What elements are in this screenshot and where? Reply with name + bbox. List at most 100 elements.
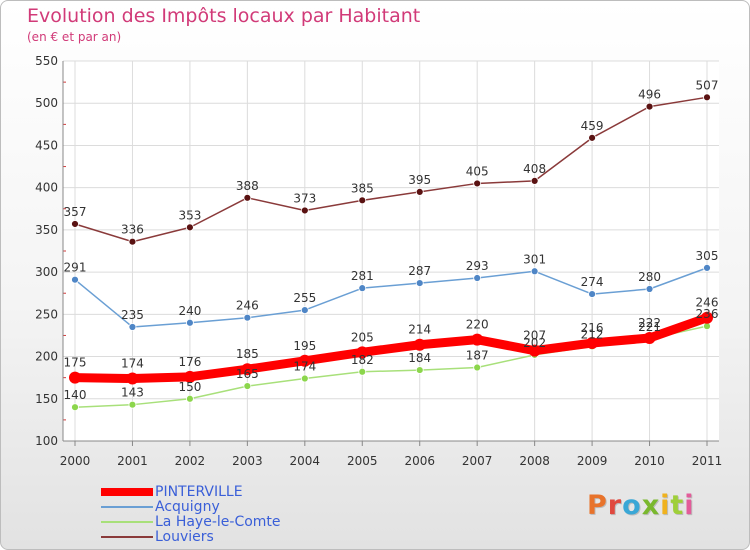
x-tick-label: 2001	[117, 454, 148, 468]
data-point	[126, 372, 139, 385]
data-label: 459	[581, 119, 604, 133]
data-point	[703, 93, 711, 102]
y-tick-label: 250	[35, 307, 58, 321]
y-tick-label: 100	[35, 434, 58, 448]
data-label: 373	[293, 191, 316, 205]
data-label: 293	[466, 259, 489, 273]
data-labels: 357 336 353 388 373 385 395 405 408 459 496 507 291 2…	[64, 78, 719, 402]
data-label: 195	[293, 339, 316, 353]
series-line-pinterville	[70, 313, 712, 384]
data-point	[300, 374, 309, 383]
data-point	[128, 400, 137, 409]
data-label: 246	[236, 299, 259, 313]
legend-label: La Haye-le-Comte	[155, 514, 281, 530]
data-point	[530, 267, 539, 276]
data-label: 176	[178, 355, 201, 369]
x-tick-label: 2005	[347, 454, 378, 468]
data-label: 182	[351, 353, 374, 367]
data-label: 220	[466, 318, 489, 332]
y-tick-label: 200	[35, 350, 58, 364]
data-label: 281	[351, 269, 374, 283]
x-tick-label: 2002	[175, 454, 206, 468]
x-tick-label: 2000	[60, 454, 91, 468]
y-tick-label: 150	[35, 392, 58, 406]
data-point	[588, 290, 596, 298]
x-tick-label: 2007	[462, 454, 493, 468]
x-tick-label: 2003	[232, 454, 263, 468]
data-label: 353	[178, 208, 201, 222]
logo-letter: o	[622, 490, 642, 521]
data-point	[415, 366, 424, 374]
data-label: 185	[236, 347, 259, 361]
data-label: 301	[523, 252, 546, 266]
data-label: 140	[64, 388, 87, 402]
data-label: 184	[408, 351, 431, 365]
logo-letter: r	[607, 490, 623, 521]
data-label: 175	[64, 356, 87, 370]
legend-label: Louviers	[155, 529, 214, 545]
x-tick-label: 2004	[290, 454, 321, 468]
data-point	[413, 338, 426, 351]
data-point	[643, 331, 656, 344]
data-point	[243, 193, 252, 202]
data-point	[71, 403, 79, 412]
data-point	[186, 223, 194, 232]
legend-swatch-louviers	[101, 536, 153, 538]
data-label: 507	[696, 78, 719, 92]
plot-area	[63, 61, 719, 441]
series-layer	[69, 93, 713, 412]
data-point	[243, 313, 252, 322]
data-label: 240	[178, 304, 201, 318]
logo-letter: x	[641, 490, 661, 521]
legend-label: PINTERVILLE	[155, 484, 243, 500]
data-label: 357	[64, 205, 87, 219]
data-point	[358, 367, 367, 376]
data-point	[588, 133, 596, 142]
data-label: 235	[121, 308, 144, 322]
y-tick-label: 450	[35, 138, 58, 152]
data-label: 305	[696, 249, 719, 263]
data-point	[183, 370, 196, 383]
x-tick-label: 2008	[519, 454, 550, 468]
data-point	[528, 344, 541, 357]
data-point	[473, 179, 482, 188]
data-point	[300, 306, 309, 315]
data-label: 496	[638, 88, 661, 102]
data-point	[186, 318, 194, 327]
data-label: 212	[581, 327, 604, 341]
y-tick-label: 300	[35, 265, 58, 279]
data-point	[241, 363, 254, 376]
data-point	[128, 323, 137, 331]
data-point	[645, 285, 654, 293]
logo-letter: i	[660, 490, 671, 521]
logo-letter: i	[684, 490, 695, 521]
data-point	[473, 363, 482, 372]
data-label: 216	[581, 321, 604, 335]
data-label: 174	[293, 360, 316, 374]
series-line-louviers	[74, 96, 708, 243]
data-point	[471, 333, 484, 346]
chart-title: Evolution des Impôts locaux par Habitant	[27, 5, 421, 27]
data-point	[358, 196, 367, 205]
axes: 100 150 200 250 300 350 400 450 500 550 2000 2001 20…	[35, 54, 722, 468]
data-label: 405	[466, 164, 489, 178]
legend-swatch-acquigny	[101, 506, 153, 508]
proxiti-logo: Proxiti	[587, 490, 695, 521]
data-point	[415, 279, 424, 287]
data-label: 174	[121, 357, 144, 371]
data-point	[243, 382, 252, 391]
data-label: 395	[408, 173, 431, 187]
data-point	[701, 311, 713, 324]
data-label: 246	[696, 296, 719, 310]
y-tick-label: 400	[35, 181, 58, 195]
data-point	[300, 206, 309, 215]
data-point	[586, 337, 599, 350]
data-label: 222	[638, 316, 661, 330]
data-label: 388	[236, 179, 259, 193]
data-label: 274	[581, 275, 604, 289]
x-tick-label: 2010	[634, 454, 665, 468]
legend-swatch-la-haye-le-comte	[101, 521, 153, 523]
data-point	[298, 354, 311, 367]
